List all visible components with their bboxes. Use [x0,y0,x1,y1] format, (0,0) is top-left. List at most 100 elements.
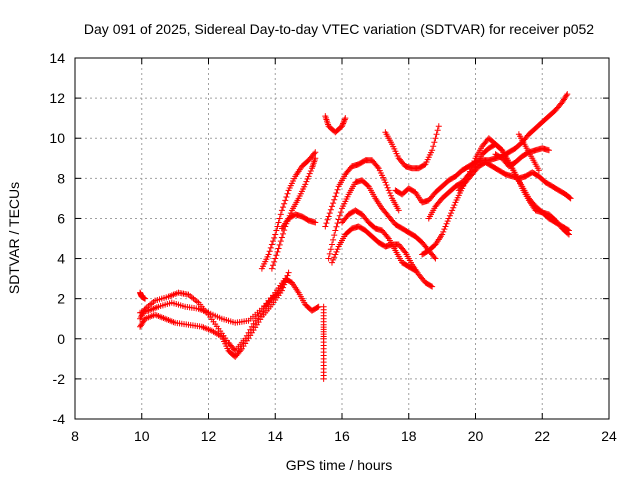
series-arc-i [322,113,349,136]
series-arc-e [258,149,319,272]
data-point [468,165,475,172]
data-point [332,227,339,234]
x-tick-label: 14 [267,428,283,444]
data-point [285,269,292,276]
data-point [276,241,283,248]
data-point [430,143,437,150]
data-point [387,192,394,199]
y-tick-label: -4 [53,411,66,427]
data-point [446,212,453,219]
data-point [435,123,442,130]
data-point [443,220,450,227]
y-tick-label: 2 [57,291,65,307]
x-tick-label: 12 [201,428,217,444]
x-tick-label: 18 [401,428,417,444]
series-arc-t [515,131,542,174]
data-point [307,167,314,174]
x-tick-label: 8 [71,428,79,444]
data-point [237,347,244,354]
data-point [278,207,285,214]
x-axis-label: GPS time / hours [286,457,393,473]
data-point [401,248,408,255]
data-point [431,139,438,146]
data-point [270,262,277,269]
data-point [306,170,313,177]
data-point [282,197,289,204]
series-arc-n [382,123,442,172]
data-point [320,303,327,310]
data-point [331,196,338,203]
data-point [248,323,255,330]
x-tick-label: 20 [468,428,484,444]
data-point [280,204,287,211]
data-point [382,179,389,186]
x-tick-label: 10 [134,428,150,444]
data-point [412,267,419,274]
data-point [271,234,278,241]
data-point [384,234,391,241]
data-point [565,227,572,234]
data-point [341,116,348,123]
data-point [327,206,334,213]
x-tick-label: 24 [601,428,617,444]
data-point [330,200,337,207]
data-point [275,219,282,226]
data-point [311,150,318,157]
y-tick-label: 0 [57,331,65,347]
data-point [278,234,285,241]
data-point [277,211,284,218]
series-arc-g [278,211,319,232]
data-point [304,176,311,183]
data-point [385,187,392,194]
data-point [448,210,455,217]
y-tick-label: 10 [49,130,65,146]
data-point [428,282,434,289]
series-arc-h [320,303,327,382]
data-point [270,238,277,245]
data-point [328,203,335,210]
y-tick-label: 4 [57,251,65,267]
data-point [333,190,340,197]
y-tick-label: 6 [57,210,65,226]
data-point [545,147,552,154]
data-point [432,135,439,142]
data-point [471,157,478,164]
series-arc-r [455,159,574,202]
data-point [451,202,458,209]
data-point [250,320,257,327]
data-point [267,244,274,251]
data-point [342,115,349,122]
x-tick-label: 16 [334,428,350,444]
data-point [268,241,275,248]
data-point [266,248,273,255]
data-point [273,252,280,259]
chart-title: Day 091 of 2025, Sidereal Day-to-day VTE… [84,21,594,37]
data-point [449,207,456,214]
data-point [271,258,278,265]
data-point [470,160,477,167]
data-point [326,210,333,217]
data-point [272,255,279,262]
data-point [441,226,448,233]
data-point [330,256,337,263]
data-point [535,167,542,174]
data-point [429,283,436,290]
data-point [322,223,329,230]
series-arc-f [268,155,319,272]
data-point [442,223,449,230]
data-point [272,231,279,238]
data-point [314,304,321,311]
data-point [276,215,283,222]
data-point [275,245,282,252]
data-point [395,207,402,214]
data-point [432,255,439,262]
data-point [334,246,341,253]
data-point [331,254,338,261]
data-point [364,182,371,189]
data-point [312,219,319,226]
series-arc-c [137,275,322,326]
data-point [332,193,339,200]
data-point [566,194,573,201]
